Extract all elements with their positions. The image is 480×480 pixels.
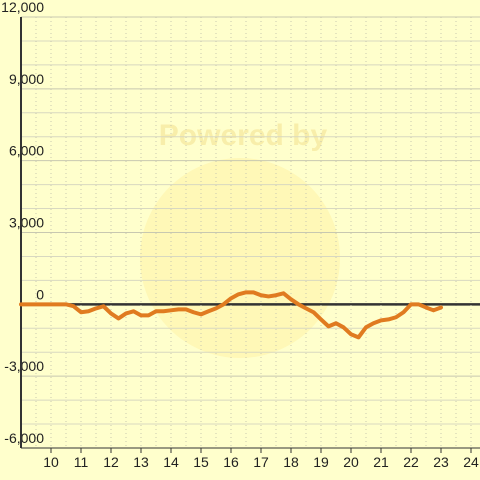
y-tick-label: 3,000	[9, 215, 44, 231]
data-line	[19, 290, 443, 340]
watermark-logo	[140, 158, 340, 358]
x-tick-label: 18	[283, 454, 299, 470]
y-tick-label: 9,000	[9, 71, 44, 87]
watermark: Powered by	[159, 119, 328, 152]
x-tick-label: 15	[193, 454, 209, 470]
x-tick-label: 17	[253, 454, 269, 470]
x-tick-label: 19	[313, 454, 329, 470]
x-tick-label: 22	[403, 454, 419, 470]
y-tick-label: 12,000	[1, 0, 44, 15]
x-tick-label: 11	[74, 454, 89, 470]
x-tick-label: 12	[103, 454, 119, 470]
y-tick-label: -6,000	[4, 430, 44, 446]
y-tick-label: -3,000	[4, 358, 44, 374]
x-tick-label: 21	[373, 454, 389, 470]
x-tick-label: 23	[433, 454, 449, 470]
x-tick-label: 10	[43, 454, 59, 470]
x-tick-label: 13	[133, 454, 149, 470]
x-tick-label: 14	[163, 454, 179, 470]
x-tick-label: 20	[343, 454, 359, 470]
y-tick-label: 0	[36, 286, 44, 302]
x-tick-label: 16	[223, 454, 239, 470]
y-tick-label: 6,000	[9, 143, 44, 159]
x-tick-label: 24	[463, 454, 479, 470]
